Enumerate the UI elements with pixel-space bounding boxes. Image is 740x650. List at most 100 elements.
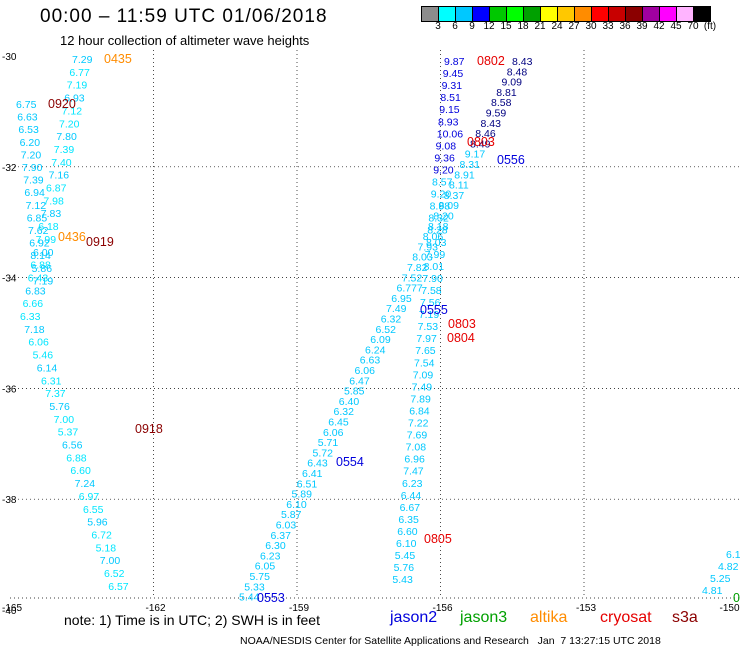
swh-value-label: 6.87 xyxy=(46,183,67,195)
swh-value-label: 6.14 xyxy=(37,362,58,374)
swh-value-label: 5.18 xyxy=(96,542,117,554)
scale-label: 30 xyxy=(585,21,597,32)
swh-value-label: 7.16 xyxy=(49,170,70,182)
legend-s3a: s3a xyxy=(672,609,698,626)
swh-value-label: 6.37 xyxy=(271,530,292,542)
swh-value-label: 6.777 xyxy=(397,283,423,295)
color-scale-bar xyxy=(421,6,711,22)
swh-value-label: 9.87 xyxy=(444,56,465,68)
swh-value-label: 6.88 xyxy=(66,452,87,464)
swh-value-label: 7.39 xyxy=(54,144,75,156)
swh-value-label: 5.87 xyxy=(281,509,302,521)
legend-jason2: jason2 xyxy=(390,609,438,626)
swh-value-label: 7.90 xyxy=(22,162,43,174)
swh-value-label: 5.89 xyxy=(292,489,313,501)
pass-id-label: 0555 xyxy=(420,303,448,317)
pass-id-label: 0 xyxy=(733,591,740,605)
swh-value-label: 6.41 xyxy=(302,468,323,480)
swh-value-label: 7.19 xyxy=(33,275,54,287)
credit-line: NOAA/NESDIS Center for Satellite Applica… xyxy=(240,635,661,647)
swh-value-label: 7.08 xyxy=(406,442,427,454)
swh-value-label: 6.63 xyxy=(360,355,381,367)
scale-label: (ft) xyxy=(703,21,717,32)
swh-value-label: 4.82 xyxy=(718,561,739,573)
swh-value-label: 9.17 xyxy=(465,149,486,161)
swh-value-label: 6.56 xyxy=(62,440,83,452)
pass-id-label: 0919 xyxy=(86,235,114,249)
swh-value-label: 8.01 xyxy=(424,261,445,273)
pass-id-label: 0803 xyxy=(448,317,476,331)
longitude-label: -159 xyxy=(289,603,309,614)
swh-value-label: 6.06 xyxy=(323,427,344,439)
swh-value-label: 8.11 xyxy=(449,180,469,192)
swh-value-label: 7.69 xyxy=(407,430,428,442)
swh-value-label: 6.83 xyxy=(25,285,46,297)
swh-value-label: 8.03 xyxy=(426,237,447,249)
scale-label: 45 xyxy=(670,21,682,32)
swh-value-label: 6.32 xyxy=(381,314,402,326)
swh-value-label: 6.09 xyxy=(370,334,391,346)
swh-value-label: 7.99 xyxy=(36,234,57,246)
swh-value-label: 7.49 xyxy=(412,381,433,393)
swh-value-label: 6.84 xyxy=(409,405,430,417)
swh-value-label: 7.19 xyxy=(419,309,440,321)
swh-value-label: 6.33 xyxy=(20,311,41,323)
scale-label: 36 xyxy=(619,21,631,32)
scale-swatch xyxy=(693,6,711,22)
swh-value-label: 7.97 xyxy=(416,333,437,345)
pass-id-label: 0920 xyxy=(48,97,76,111)
swh-value-label: 7.12 xyxy=(26,200,47,212)
swh-value-label: 7.54 xyxy=(414,357,435,369)
swh-value-label: 6.47 xyxy=(349,375,370,387)
swh-value-label: 8.06 xyxy=(423,231,444,243)
footnote: note: 1) Time is in UTC; 2) SWH is in fe… xyxy=(64,612,320,628)
swh-value-label: 6.06 xyxy=(355,365,376,377)
wave-height-labels: 7.296.777.196.937.127.207.807.397.407.16… xyxy=(16,54,740,604)
swh-value-label: 6.30 xyxy=(265,540,286,552)
swh-value-label: 5.37 xyxy=(58,427,79,439)
swh-value-label: 7.53 xyxy=(418,321,439,333)
swh-value-label: 6.31 xyxy=(41,375,62,387)
swh-value-label: 5.76 xyxy=(49,401,70,413)
pass-id-label: 0805 xyxy=(424,532,452,546)
scale-label: 12 xyxy=(483,21,495,32)
swh-value-label: 6.32 xyxy=(334,406,355,418)
swh-value-label: 5.25 xyxy=(710,573,731,585)
swh-value-label: 8.20 xyxy=(433,211,454,223)
swh-value-label: 8.32 xyxy=(428,213,449,225)
swh-value-label: 6.60 xyxy=(70,465,91,477)
map-title: 00:00 – 11:59 UTC 01/06/2018 xyxy=(40,6,328,27)
swh-value-label: 6.97 xyxy=(79,491,100,503)
swh-value-label: 6.52 xyxy=(104,568,125,580)
swh-value-label: 6.23 xyxy=(260,550,281,562)
swh-value-label: 8.43 xyxy=(512,56,533,68)
swh-value-label: 8.31 xyxy=(460,159,481,171)
swh-value-label: 5.45 xyxy=(395,550,416,562)
swh-value-label: 7.29 xyxy=(72,54,93,66)
scale-label: 42 xyxy=(653,21,665,32)
swh-value-label: 7.47 xyxy=(403,466,424,478)
legend-jason3: jason3 xyxy=(460,609,508,626)
pass-id-label: 0918 xyxy=(135,422,163,436)
swh-value-label: 8.46 xyxy=(475,128,496,140)
swh-value-label: 5.33 xyxy=(244,581,265,593)
swh-value-label: 6.03 xyxy=(276,520,297,532)
swh-value-label: 6.53 xyxy=(18,124,39,136)
swh-value-label: 6.72 xyxy=(91,529,112,541)
swh-value-label: 6.63 xyxy=(17,112,38,124)
swh-value-label: 6.43 xyxy=(28,272,49,284)
swh-value-label: 7.40 xyxy=(51,157,72,169)
latitude-label: -36 xyxy=(2,384,17,395)
scale-label: 15 xyxy=(500,21,512,32)
swh-value-label: 7.83 xyxy=(41,208,62,220)
swh-value-label: 6.88 xyxy=(30,260,51,272)
swh-value-label: 7.52 xyxy=(402,272,423,284)
swh-value-label: 7.00 xyxy=(54,414,75,426)
swh-value-label: 8.14 xyxy=(30,250,51,262)
swh-value-label: 6.77 xyxy=(69,67,90,79)
scale-label: 9 xyxy=(469,21,475,32)
swh-value-label: 7.90 xyxy=(422,273,443,285)
pass-id-label: 0556 xyxy=(497,153,525,167)
swh-value-label: 9.36 xyxy=(434,152,455,164)
